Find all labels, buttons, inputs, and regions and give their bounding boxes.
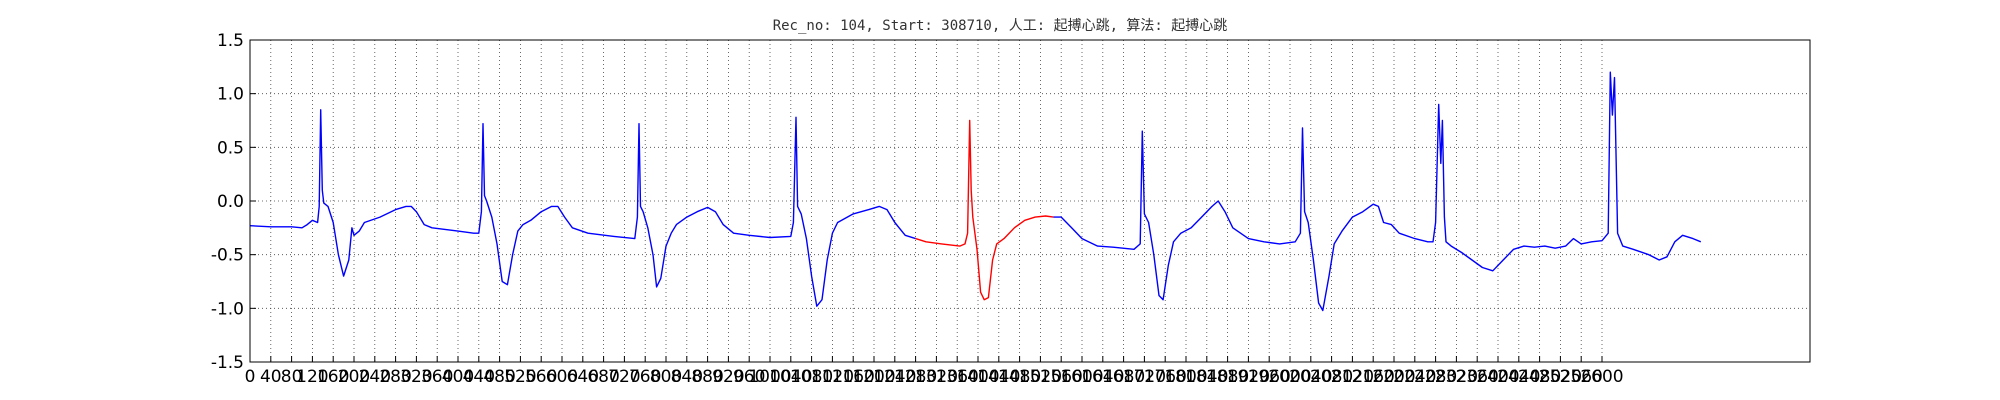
x-tick-label: 320 <box>400 367 432 387</box>
x-tick-label: 120 <box>296 367 328 387</box>
x-tick-label: 2560 <box>1560 367 1603 387</box>
x-tick-label: 440 <box>463 367 495 387</box>
x-tick-label: 1440 <box>977 367 1020 387</box>
x-tick-label: 0 <box>245 367 256 387</box>
x-tick-label: 520 <box>504 367 536 387</box>
y-tick-label: 0.5 <box>217 138 244 158</box>
series-line-1 <box>915 119 1054 301</box>
x-tick-label: 720 <box>608 367 640 387</box>
x-tick-label: 960 <box>733 367 765 387</box>
x-tick-label: 1800 <box>1164 367 1207 387</box>
series-line-0 <box>249 109 916 307</box>
x-tick-label: 200 <box>338 367 370 387</box>
x-tick-label: 2240 <box>1393 367 1436 387</box>
x-tick-label: 480 <box>483 367 515 387</box>
y-tick-label: 1.5 <box>217 31 244 51</box>
signal-series <box>249 71 1702 312</box>
x-tick-label: 640 <box>567 367 599 387</box>
x-tick-label: 1640 <box>1081 367 1124 387</box>
x-tick-label: 1160 <box>832 367 875 387</box>
x-tick-label: 2160 <box>1352 367 1395 387</box>
x-tick-label: 1840 <box>1185 367 1228 387</box>
x-tick-label: 1360 <box>936 367 979 387</box>
x-tick-label: 2360 <box>1456 367 1499 387</box>
x-tick-label: 80 <box>281 367 303 387</box>
x-tick-label: 2600 <box>1580 367 1623 387</box>
plot-frame <box>249 39 1811 363</box>
x-tick-label: 2120 <box>1331 367 1374 387</box>
y-tick-label: 0.0 <box>217 192 244 212</box>
grid-lines <box>249 39 1810 363</box>
series-line-2 <box>1053 71 1702 312</box>
x-tick-label: 240 <box>359 367 391 387</box>
x-tick-label: 880 <box>691 367 723 387</box>
x-tick-label: 1920 <box>1227 367 1270 387</box>
x-tick-label: 1480 <box>998 367 1041 387</box>
x-tick-label: 1040 <box>769 367 812 387</box>
chart-title: Rec_no: 104, Start: 308710, 人工: 起搏心跳, 算法… <box>773 17 1228 34</box>
x-tick-label: 840 <box>671 367 703 387</box>
x-tick-label: 560 <box>525 367 557 387</box>
x-tick-label: 680 <box>587 367 619 387</box>
y-tick-label: -0.5 <box>211 246 244 266</box>
y-tick-label: -1.0 <box>211 299 244 319</box>
x-tick-label: 1200 <box>852 367 895 387</box>
x-tick-label: 2000 <box>1268 367 1311 387</box>
x-tick-label: 360 <box>421 367 453 387</box>
x-tick-label: 2480 <box>1518 367 1561 387</box>
x-tick-label: 760 <box>629 367 661 387</box>
x-tick-label: 1400 <box>956 367 999 387</box>
x-tick-label: 1880 <box>1206 367 1249 387</box>
x-tick-label: 160 <box>317 367 349 387</box>
x-tick-label: 1280 <box>894 367 937 387</box>
x-tick-label: 2520 <box>1539 367 1582 387</box>
y-tick-label: 1.0 <box>217 85 244 105</box>
y-tick-label: -1.5 <box>211 353 244 373</box>
x-tick-label: 2080 <box>1310 367 1353 387</box>
x-tick-label: 600 <box>546 367 578 387</box>
x-tick-label: 1760 <box>1144 367 1187 387</box>
x-tick-label: 1560 <box>1040 367 1083 387</box>
x-tick-label: 400 <box>442 367 474 387</box>
x-tick-label: 2400 <box>1476 367 1519 387</box>
x-tick-label: 800 <box>650 367 682 387</box>
x-tick-label: 1000 <box>748 367 791 387</box>
x-tick-label: 2280 <box>1414 367 1457 387</box>
x-tick-label: 1120 <box>811 367 854 387</box>
x-tick-label: 1320 <box>915 367 958 387</box>
x-tick-label: 1960 <box>1248 367 1291 387</box>
x-tick-label: 2320 <box>1435 367 1478 387</box>
x-tick-label: 1240 <box>873 367 916 387</box>
x-tick-label: 1600 <box>1060 367 1103 387</box>
x-axis-ticks: 0 40 8012016020024028032036040044048052056… <box>245 356 1624 387</box>
y-axis-ticks: -1.5 -1.0 -0.5 0.0 0.5 1.0 1.5 <box>211 31 256 373</box>
x-tick-label: 1680 <box>1102 367 1145 387</box>
x-tick-label: 2040 <box>1289 367 1332 387</box>
x-tick-label: 2200 <box>1372 367 1415 387</box>
x-tick-label: 920 <box>712 367 744 387</box>
x-tick-label: 1720 <box>1123 367 1166 387</box>
x-tick-label: 280 <box>379 367 411 387</box>
x-tick-label: 1520 <box>1019 367 1062 387</box>
x-tick-label: 1080 <box>790 367 833 387</box>
x-tick-label: 40 <box>260 367 282 387</box>
x-tick-label: 2440 <box>1497 367 1540 387</box>
